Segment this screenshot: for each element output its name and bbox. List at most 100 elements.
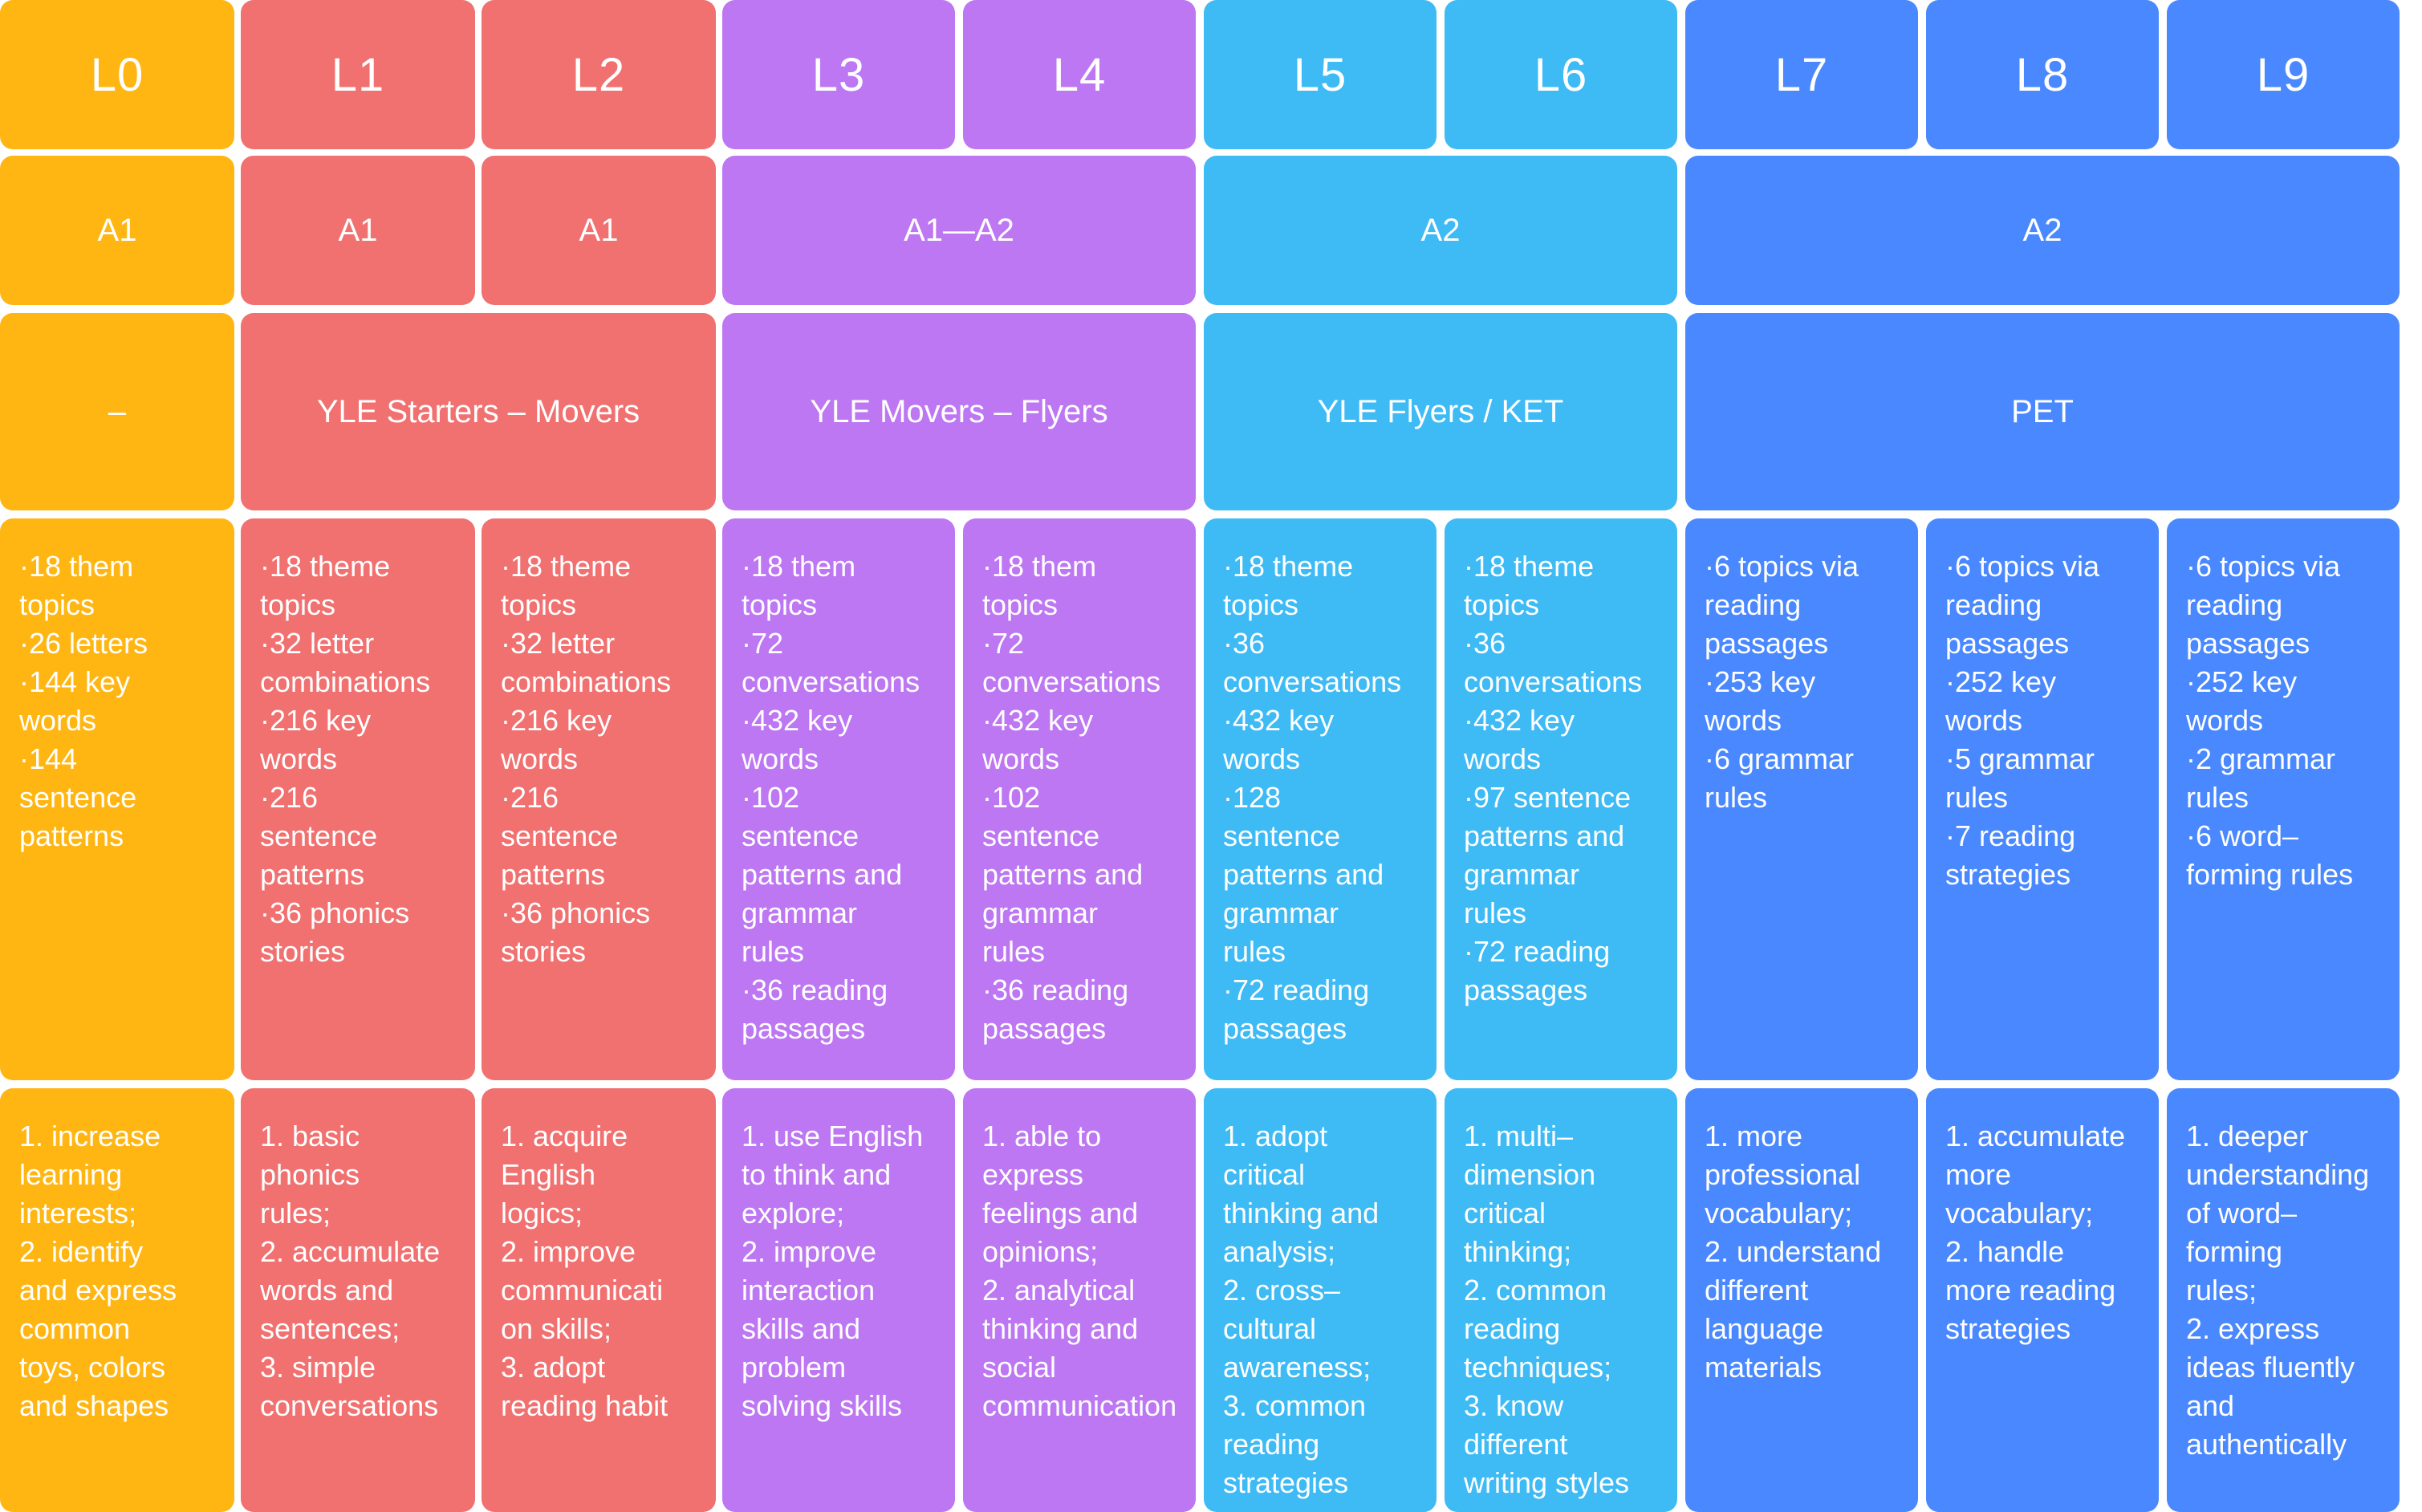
goals-cell-l5: 1. adopt critical thinking and analysis; 2. … (1204, 1088, 1437, 1512)
content-cell-line: ·6 grammar (1705, 742, 1855, 775)
content-cell-line: strategies (1945, 858, 2071, 891)
content-cell-line: passages (982, 1012, 1107, 1045)
goals-cell-l4: 1. able to express feelings and opinions; 2.… (963, 1088, 1196, 1512)
content-cell-l0: ·18 them topics ·26 letters ·144 key words ·1… (0, 518, 234, 1080)
content-cell-line: reading (1945, 588, 2042, 621)
content-cell-line: ·6 word– (2186, 819, 2299, 852)
goals-cell-line: 2. accumulate (260, 1235, 441, 1268)
content-cell-line: ·6 topics via (2186, 550, 2341, 583)
content-cell-line: rules (1945, 781, 2009, 814)
content-cell-line: topics (1464, 588, 1540, 621)
content-cell-line: ·36 reading (982, 973, 1129, 1006)
content-cell-line: reading (1705, 588, 1802, 621)
content-cell-line: words (1945, 704, 2023, 737)
goals-cell-line: 2. analytical (982, 1274, 1136, 1307)
goals-cell-line: skills and (742, 1312, 861, 1345)
level-header-l7: L7 (1685, 0, 1918, 149)
goals-cell-line: writing styles (1464, 1466, 1630, 1499)
content-cell-line: ·18 them (982, 550, 1097, 583)
content-cell-line: ·6 topics via (1705, 550, 1859, 583)
exam-cell: YLE Flyers / KET (1204, 313, 1677, 510)
cefr-cell: A1 (241, 156, 475, 305)
goals-cell-line: toys, colors (19, 1351, 166, 1384)
content-cell-line: passages (1705, 627, 1829, 660)
goals-cell-line: 2. handle (1945, 1235, 2065, 1268)
goals-cell-line: opinions; (982, 1235, 1099, 1268)
level-header-l5: L5 (1204, 0, 1437, 149)
content-cell-line: ·32 letter (501, 627, 616, 660)
content-cell-line: topics (982, 588, 1059, 621)
content-cell-line: patterns and (1223, 858, 1384, 891)
content-cell-line: patterns (260, 858, 365, 891)
goals-cell-line: 2. cross– (1223, 1274, 1341, 1307)
content-cell-line: topics (501, 588, 577, 621)
goals-cell-line: strategies (1223, 1466, 1349, 1499)
goals-cell-l0: 1. increase learning interests; 2. identify… (0, 1088, 234, 1512)
goals-cell-line: authentically (2186, 1428, 2347, 1461)
content-cell-line: patterns (501, 858, 606, 891)
content-cell-l1: ·18 theme topics ·32 letter combinations ·21… (241, 518, 475, 1080)
goals-cell-line: professional (1705, 1158, 1861, 1191)
content-cell-line: patterns and (982, 858, 1144, 891)
goals-cell-line: thinking; (1464, 1235, 1572, 1268)
level-header-l8: L8 (1926, 0, 2159, 149)
content-cell-line: grammar (982, 896, 1099, 929)
goals-cell-line: vocabulary; (1945, 1197, 2094, 1230)
goals-cell-line: rules; (260, 1197, 331, 1230)
content-cell-line: ·18 theme (1223, 550, 1354, 583)
content-cell-line: rules (2186, 781, 2249, 814)
content-cell-line: words (260, 742, 338, 775)
goals-cell-l6: 1. multi– dimension critical thinking; 2. co… (1445, 1088, 1677, 1512)
goals-cell-l3: 1. use English to think and explore; 2. imp… (722, 1088, 955, 1512)
goals-cell-line: critical (1223, 1158, 1306, 1191)
content-cell-line: conversations (742, 665, 920, 698)
goals-cell-line: 2. improve (501, 1235, 636, 1268)
content-cell-line: ·18 them (742, 550, 856, 583)
content-cell-line: words (501, 742, 579, 775)
goals-cell-line: 1. use English (742, 1120, 924, 1152)
goals-cell-line: cultural (1223, 1312, 1317, 1345)
goals-cell-line: vocabulary; (1705, 1197, 1853, 1230)
content-cell-line: passages (2186, 627, 2310, 660)
level-header-l1: L1 (241, 0, 475, 149)
cefr-cell: A1 (0, 156, 234, 305)
goals-cell-line: communication (982, 1389, 1177, 1422)
content-cell-line: words (1223, 742, 1301, 775)
content-cell-line: conversations (1223, 665, 1402, 698)
goals-cell-line: and express (19, 1274, 177, 1307)
goals-cell-line: thinking and (982, 1312, 1139, 1345)
content-cell-line: words (1464, 742, 1542, 775)
content-cell-line: passages (1945, 627, 2070, 660)
goals-cell-line: 1. basic (260, 1120, 360, 1152)
goals-cell-line: sentences; (260, 1312, 400, 1345)
level-header-l3: L3 (722, 0, 955, 149)
content-cell-line: topics (742, 588, 818, 621)
goals-cell-l1: 1. basic phonics rules; 2. accumulate words … (241, 1088, 475, 1512)
content-cell-line: topics (260, 588, 336, 621)
content-cell-line: topics (1223, 588, 1299, 621)
goals-cell-line: 3. know (1464, 1389, 1564, 1422)
content-cell-line: ·26 letters (19, 627, 148, 660)
goals-cell-line: 2. identify (19, 1235, 144, 1268)
content-cell-line: ·216 (260, 781, 319, 814)
goals-cell-line: English (501, 1158, 596, 1191)
content-cell-line: grammar (1223, 896, 1339, 929)
goals-cell-line: and (2186, 1389, 2235, 1422)
goals-cell-line: learning (19, 1158, 123, 1191)
content-cell-line: ·144 key (19, 665, 131, 698)
goals-cell-line: thinking and (1223, 1197, 1380, 1230)
level-header-l9: L9 (2167, 0, 2400, 149)
exam-cell: YLE Movers – Flyers (722, 313, 1196, 510)
content-cell-line: ·18 theme (501, 550, 632, 583)
content-cell-line: words (19, 704, 97, 737)
content-cell-line: combinations (260, 665, 431, 698)
content-cell-line: forming rules (2186, 858, 2354, 891)
content-cell-line: stories (260, 935, 346, 968)
goals-cell-line: solving skills (742, 1389, 903, 1422)
goals-cell-line: logics; (501, 1197, 583, 1230)
goals-cell-line: ideas fluently (2186, 1351, 2355, 1384)
content-cell-line: rules (1223, 935, 1286, 968)
content-cell-line: stories (501, 935, 587, 968)
goals-cell-line: more reading (1945, 1274, 2116, 1307)
content-cell-line: patterns and (742, 858, 903, 891)
